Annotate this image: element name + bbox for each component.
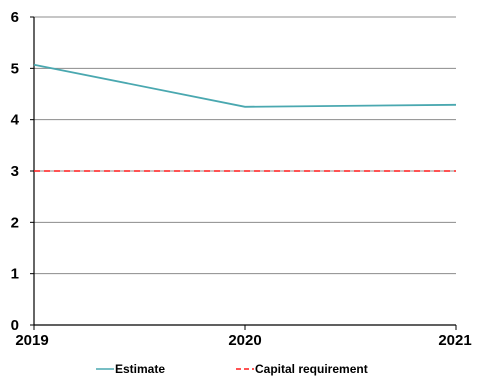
x-tick-label: 2019 (15, 332, 48, 349)
x-tick-labels: 2019 2020 2021 (15, 332, 471, 349)
y-tick-label: 6 (11, 9, 19, 26)
legend-label: Estimate (115, 362, 165, 376)
y-tick-label: 4 (11, 112, 20, 129)
legend: Estimate Capital requirement (96, 362, 368, 376)
legend-label: Capital requirement (255, 362, 368, 376)
y-tick-label: 5 (11, 60, 19, 77)
y-tick-label: 2 (11, 214, 19, 231)
x-tick-label: 2021 (438, 332, 471, 349)
y-tick-label: 0 (11, 317, 19, 334)
series-line-estimate (33, 63, 457, 108)
y-tick-label: 3 (11, 163, 19, 180)
x-tick-label: 2020 (228, 332, 261, 349)
axes (30, 16, 457, 330)
series-lines (33, 63, 457, 172)
y-tick-labels: 0 1 2 3 4 5 6 (11, 9, 20, 334)
gridlines (34, 16, 456, 275)
y-tick-label: 1 (11, 266, 19, 283)
